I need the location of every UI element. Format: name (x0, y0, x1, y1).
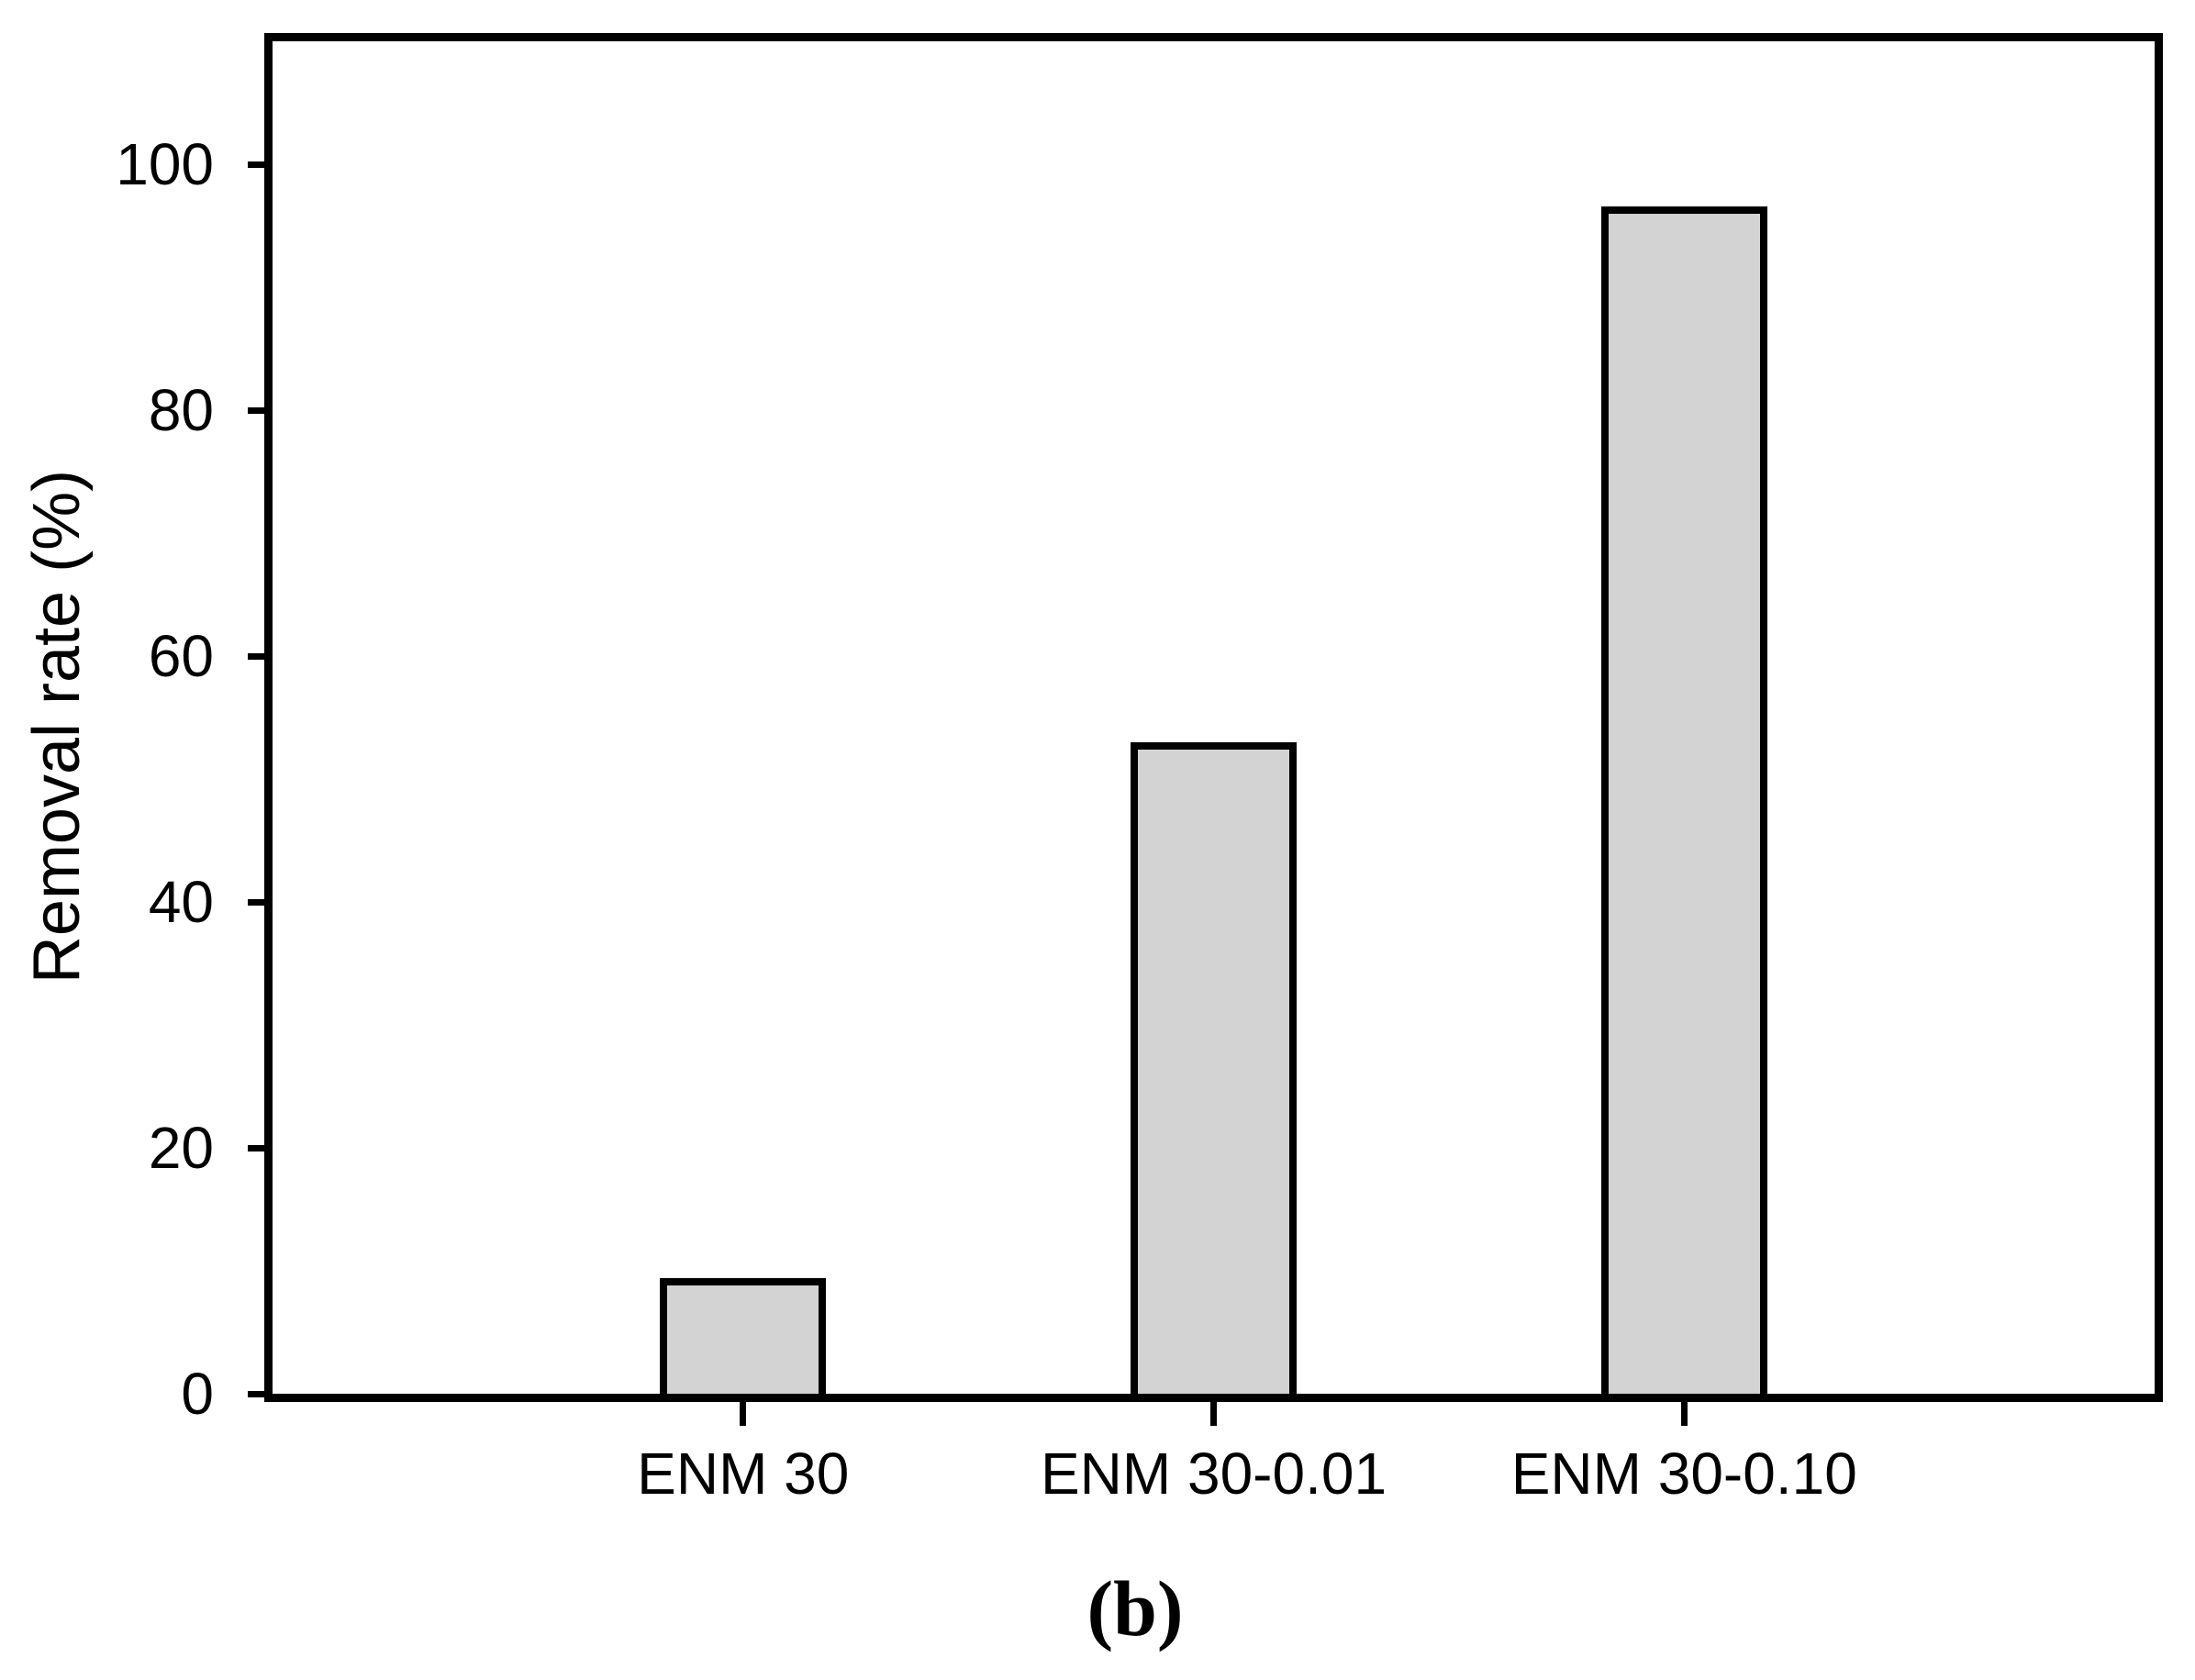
x-tick-mark (1680, 1402, 1688, 1426)
y-tick-label: 60 (148, 623, 214, 689)
x-tick-mark (740, 1402, 747, 1426)
y-tick-mark (248, 898, 273, 906)
y-tick-mark (248, 406, 273, 414)
y-tick-label: 20 (148, 1115, 214, 1181)
plot-area: 0 20 40 60 80 100 ENM 30 ENM 30-0.01 ENM 30-0.10 (116, 33, 2163, 1506)
y-tick-label: 0 (181, 1361, 214, 1427)
bar-enm-30 (660, 1278, 827, 1394)
y-tick-label: 80 (148, 377, 214, 443)
y-tick-mark (248, 1390, 273, 1397)
figure-caption: (b) (1086, 1564, 1184, 1652)
bar-enm-30-0-01 (1131, 741, 1297, 1394)
y-tick-mark (248, 652, 273, 660)
y-tick-label: 100 (116, 131, 214, 197)
y-tick-mark (248, 1144, 273, 1152)
x-tick-label: ENM 30-0.10 (1510, 1441, 1857, 1507)
bar-enm-30-0-10 (1600, 206, 1767, 1394)
y-tick-mark (248, 161, 273, 168)
x-tick-label: ENM 30 (637, 1441, 850, 1507)
x-tick-mark (1210, 1402, 1217, 1426)
y-tick-label: 40 (148, 869, 214, 935)
x-tick-label: ENM 30-0.01 (1040, 1441, 1387, 1507)
